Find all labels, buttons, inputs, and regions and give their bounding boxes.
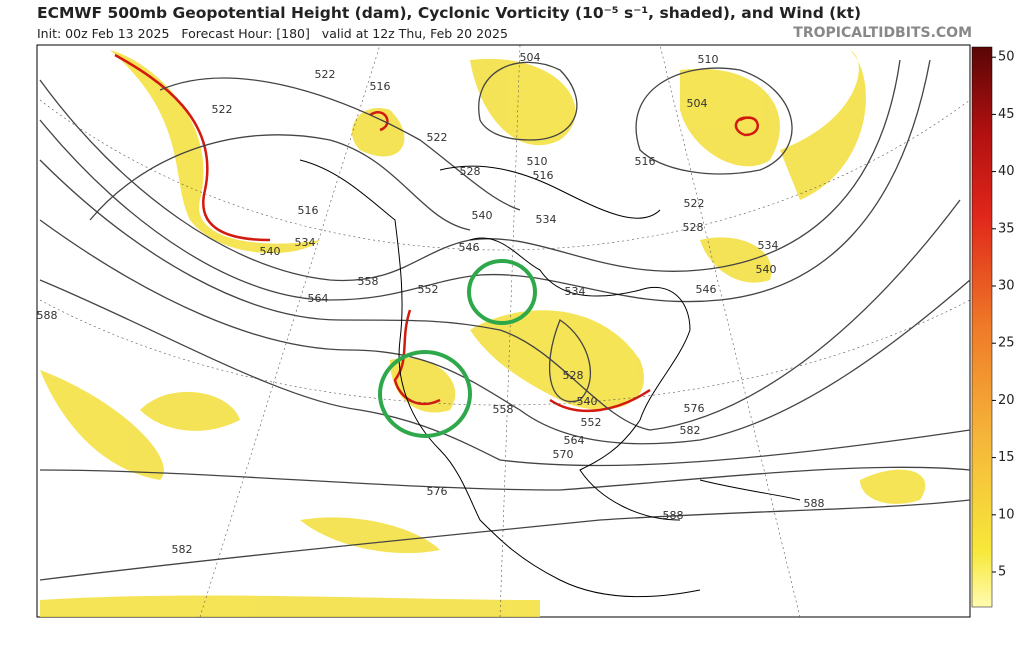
contour-label: 510	[698, 53, 719, 66]
contour-label: 558	[358, 275, 379, 288]
colorbar-tick-label: 50	[998, 50, 1015, 65]
contour-label: 546	[696, 283, 717, 296]
contour-label: 516	[635, 155, 656, 168]
contour-label: 576	[427, 485, 448, 498]
colorbar-tick-label: 15	[998, 450, 1015, 465]
contour-label: 528	[460, 165, 481, 178]
contour-label: 552	[418, 283, 439, 296]
contour-label: 546	[459, 241, 480, 254]
contour-label: 534	[295, 236, 316, 249]
contour-label: 534	[758, 239, 779, 252]
highlight-circle	[467, 259, 537, 325]
colorbar-tick-label: 35	[998, 221, 1015, 236]
contour-label: 564	[308, 292, 329, 305]
map-subtitle: Init: 00z Feb 13 2025 Forecast Hour: [18…	[37, 26, 508, 41]
contour-label: 528	[683, 221, 704, 234]
contour-label: 528	[563, 369, 584, 382]
contour-label: 522	[684, 197, 705, 210]
contour-label: 534	[565, 285, 586, 298]
contour-label: 570	[553, 448, 574, 461]
vorticity-shading	[40, 50, 926, 617]
vorticity-maxima	[114, 53, 759, 413]
contour-label: 564	[564, 434, 585, 447]
contour-label: 540	[260, 245, 281, 258]
map-title: ECMWF 500mb Geopotential Height (dam), C…	[37, 4, 862, 22]
colorbar-tick-label: 10	[998, 507, 1015, 522]
colorbar-tick-label: 40	[998, 164, 1015, 179]
coastlines	[299, 159, 801, 598]
contour-label: 534	[536, 213, 557, 226]
source: TROPICALTIDBITS.COM	[793, 25, 972, 41]
highlight-circle	[378, 350, 472, 438]
contour-label: 510	[527, 155, 548, 168]
contour-label: 516	[298, 204, 319, 217]
contour-label: 516	[533, 169, 554, 182]
contour-label: 552	[581, 416, 602, 429]
contour-label: 588	[37, 309, 58, 322]
contour-label: 540	[472, 209, 493, 222]
contour-label: 582	[172, 543, 193, 556]
contour-label: 522	[427, 131, 448, 144]
colorbar-tick-label: 45	[998, 107, 1015, 122]
colorbar	[971, 46, 993, 608]
contour-label: 522	[212, 103, 233, 116]
contour-label: 516	[370, 80, 391, 93]
graticule	[39, 44, 971, 618]
colorbar-tick-label: 30	[998, 279, 1015, 294]
contour-label: 558	[493, 403, 514, 416]
colorbar-tick-label: 20	[998, 393, 1015, 408]
colorbar-tick-label: 5	[998, 565, 1006, 580]
contour-label: 504	[520, 51, 541, 64]
contour-label: 588	[663, 509, 684, 522]
colorbar-tick-label: 25	[998, 336, 1015, 351]
contour-label: 588	[804, 497, 825, 510]
contour-label: 540	[756, 263, 777, 276]
contour-label: 582	[680, 424, 701, 437]
contour-label: 522	[315, 68, 336, 81]
contour-label: 576	[684, 402, 705, 415]
height-contours	[39, 59, 971, 581]
contour-label: 504	[687, 97, 708, 110]
contour-label: 540	[577, 395, 598, 408]
